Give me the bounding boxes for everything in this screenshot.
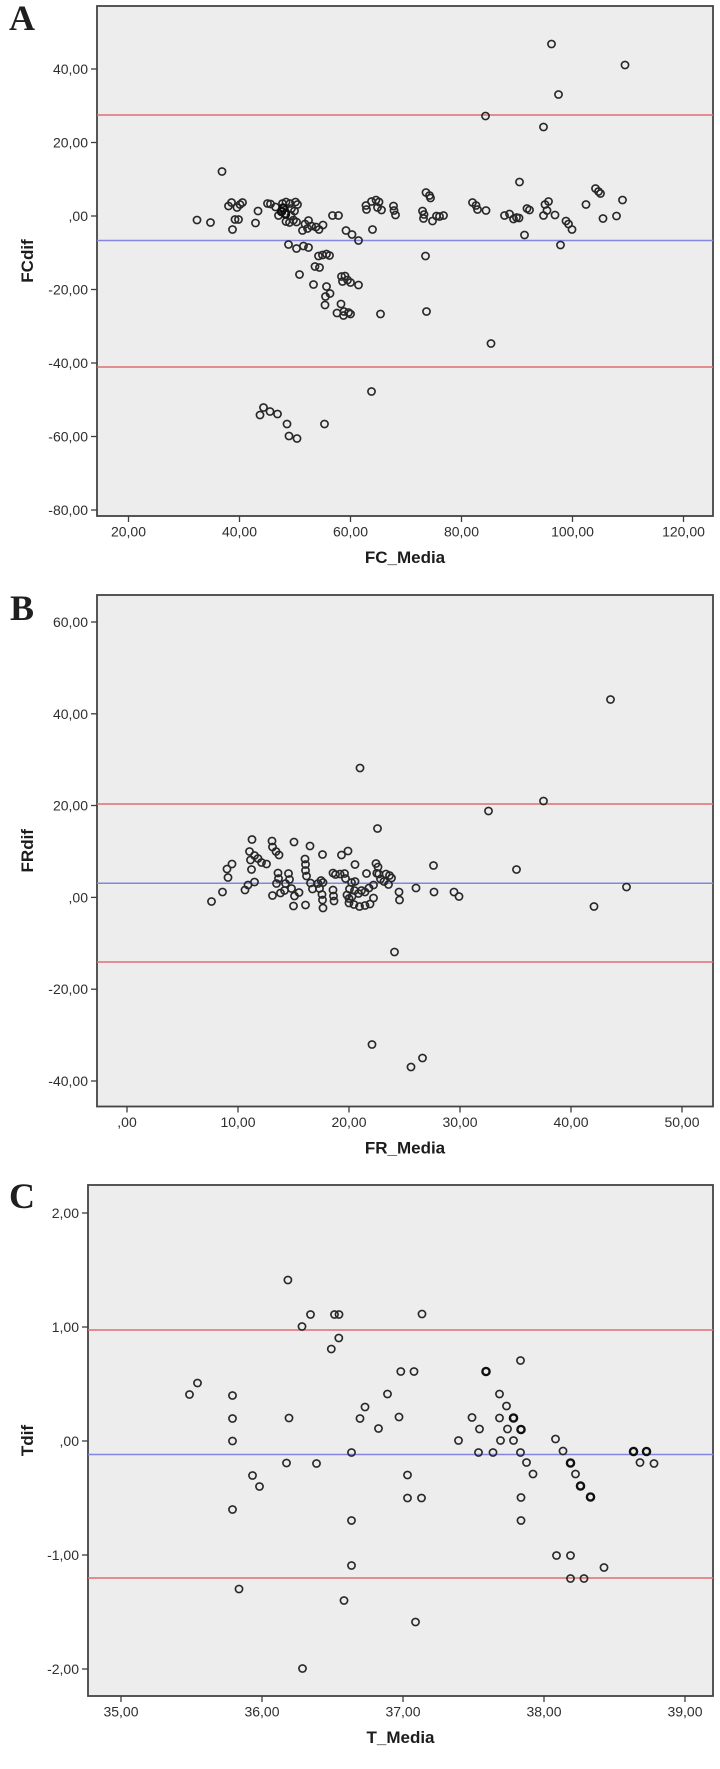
svg-text:Tdif: Tdif [18,1425,37,1456]
svg-text:2,00: 2,00 [52,1205,79,1221]
svg-text:120,00: 120,00 [662,524,705,540]
svg-text:39,00: 39,00 [667,1704,702,1720]
svg-text:20,00: 20,00 [53,798,88,814]
svg-text:40,00: 40,00 [53,706,88,722]
svg-text:20,00: 20,00 [111,524,146,540]
svg-text:38,00: 38,00 [526,1704,561,1720]
svg-text:-20,00: -20,00 [48,981,88,997]
svg-text:,00: ,00 [69,889,89,905]
svg-text:T_Media: T_Media [366,1728,435,1747]
svg-text:FRdif: FRdif [18,829,37,873]
svg-text:-80,00: -80,00 [48,502,88,518]
svg-text:80,00: 80,00 [444,524,479,540]
svg-text:,00: ,00 [60,1433,80,1449]
svg-text:50,00: 50,00 [664,1114,699,1130]
svg-text:FCdif: FCdif [18,239,37,283]
svg-text:-40,00: -40,00 [48,355,88,371]
svg-text:-40,00: -40,00 [48,1073,88,1089]
svg-text:-20,00: -20,00 [48,282,88,298]
svg-text:C: C [9,1176,35,1216]
svg-text:40,00: 40,00 [53,61,88,77]
svg-text:40,00: 40,00 [222,524,257,540]
svg-text:100,00: 100,00 [551,524,594,540]
svg-text:60,00: 60,00 [333,524,368,540]
svg-text:60,00: 60,00 [53,614,88,630]
svg-text:B: B [10,588,34,628]
svg-text:-2,00: -2,00 [47,1661,79,1677]
svg-text:A: A [9,0,35,38]
svg-text:FC_Media: FC_Media [365,548,446,567]
svg-text:FR_Media: FR_Media [365,1139,446,1158]
svg-text:37,00: 37,00 [385,1704,420,1720]
svg-text:40,00: 40,00 [553,1114,588,1130]
svg-text:1,00: 1,00 [52,1319,79,1335]
svg-text:-1,00: -1,00 [47,1547,79,1563]
svg-text:30,00: 30,00 [442,1114,477,1130]
svg-text:36,00: 36,00 [244,1704,279,1720]
svg-text:,00: ,00 [117,1114,137,1130]
svg-text:,00: ,00 [69,208,89,224]
svg-text:20,00: 20,00 [331,1114,366,1130]
svg-text:35,00: 35,00 [103,1704,138,1720]
svg-text:10,00: 10,00 [220,1114,255,1130]
svg-text:-60,00: -60,00 [48,429,88,445]
svg-text:20,00: 20,00 [53,135,88,151]
